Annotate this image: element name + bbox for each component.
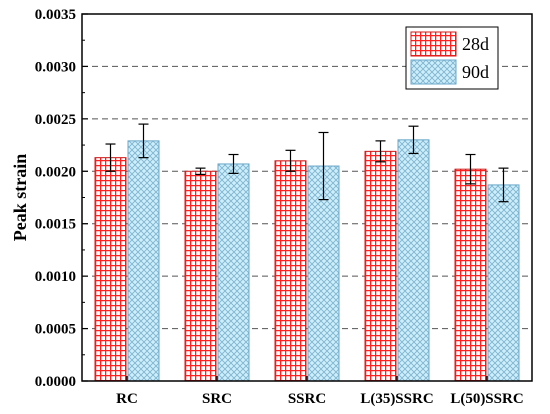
y-tick-label: 0.0000 [35, 374, 76, 390]
x-tick-label: L(50)SSRC [450, 391, 523, 407]
bar-28d-SRC [184, 170, 217, 382]
x-tick-label: L(35)SSRC [360, 391, 433, 407]
bar-90d-SRC [217, 163, 250, 382]
y-tick-label: 0.0005 [35, 322, 76, 338]
y-axis: 0.0000 0.0005 0.0010 0.0015 0.0020 0.0025 0.00… [35, 7, 88, 390]
y-tick-label: 0.0030 [35, 59, 76, 75]
y-axis-title: Peak strain [10, 154, 30, 242]
y-tick-label: 0.0025 [35, 112, 76, 128]
bar-90d-L(50)SSRC [487, 184, 520, 382]
y-tick-label: 0.0020 [35, 164, 76, 180]
legend-swatch-28d [410, 31, 457, 57]
bar-28d-L(50)SSRC [454, 168, 487, 382]
bar-90d-RC [127, 140, 160, 382]
error-bar-28d-L(50)SSRC [465, 153, 476, 185]
y-tick-label: 0.0010 [35, 269, 76, 285]
bar-28d-SSRC [274, 160, 307, 382]
error-bar-90d-SSRC [318, 131, 329, 201]
error-bar-90d-L(35)SSRC [408, 125, 419, 155]
legend-label-28d: 28d [462, 34, 489, 54]
legend: 28d 90d [405, 26, 499, 90]
error-bar-28d-L(35)SSRC [375, 140, 386, 163]
error-bar-90d-RC [138, 123, 149, 159]
legend-label-90d: 90d [462, 62, 489, 82]
error-bar-28d-RC [105, 143, 116, 172]
x-tick-label: SSRC [288, 391, 326, 407]
bar-90d-L(35)SSRC [397, 139, 430, 382]
error-bar-28d-SRC [195, 167, 206, 176]
x-tick-label: SRC [202, 391, 232, 407]
error-bar-90d-L(50)SSRC [498, 167, 509, 203]
error-bars [105, 123, 509, 203]
bar-28d-RC [94, 157, 127, 382]
error-bar-90d-SRC [228, 153, 239, 174]
x-axis: RC SRC SSRC L(35)SSRC L(50)SSRC [116, 376, 524, 407]
y-tick-label: 0.0035 [35, 7, 76, 23]
bars [94, 139, 520, 382]
legend-swatch-90d [410, 59, 457, 85]
x-tick-label: RC [116, 391, 138, 407]
bar-28d-L(35)SSRC [364, 150, 397, 382]
error-bar-28d-SSRC [285, 149, 296, 172]
y-tick-label: 0.0015 [35, 217, 76, 233]
